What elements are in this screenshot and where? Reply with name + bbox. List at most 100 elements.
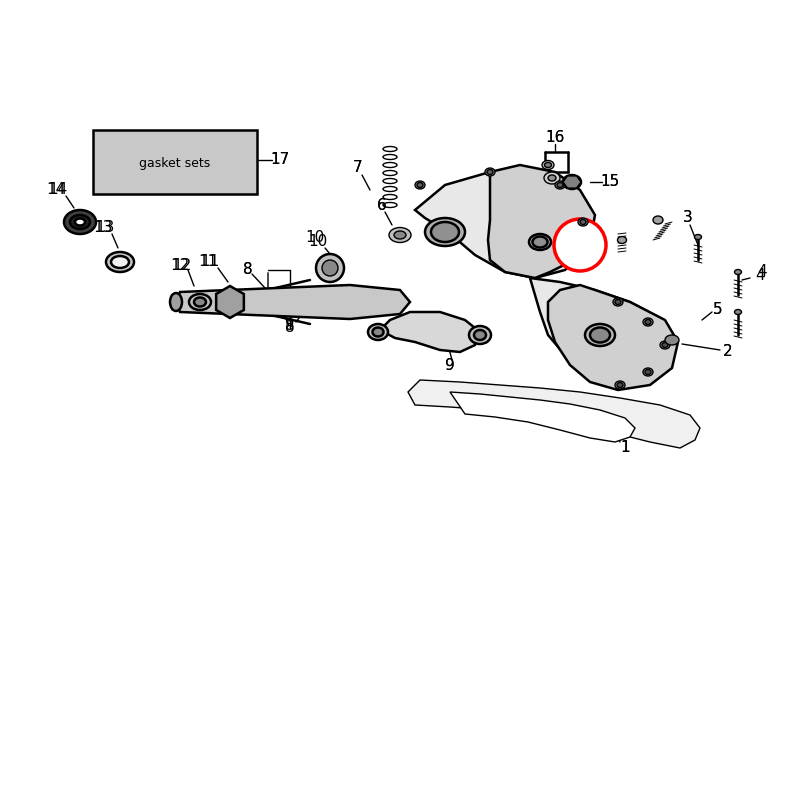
- Text: 6: 6: [377, 198, 387, 214]
- Text: 13: 13: [94, 221, 113, 235]
- Text: 18: 18: [569, 236, 591, 254]
- Ellipse shape: [660, 341, 670, 349]
- Text: 17: 17: [270, 153, 290, 167]
- Ellipse shape: [70, 215, 90, 229]
- Ellipse shape: [615, 381, 625, 389]
- Ellipse shape: [373, 327, 383, 337]
- Ellipse shape: [694, 234, 702, 239]
- Ellipse shape: [368, 324, 388, 340]
- Polygon shape: [380, 312, 480, 352]
- Ellipse shape: [111, 256, 129, 268]
- Text: 9: 9: [445, 358, 455, 373]
- Ellipse shape: [665, 335, 679, 345]
- Ellipse shape: [170, 293, 182, 311]
- Text: 8: 8: [285, 318, 295, 333]
- Ellipse shape: [617, 382, 623, 387]
- Polygon shape: [488, 165, 595, 278]
- Ellipse shape: [545, 162, 551, 167]
- Ellipse shape: [585, 324, 615, 346]
- Ellipse shape: [544, 172, 560, 184]
- Text: gasket sets: gasket sets: [139, 158, 210, 170]
- Ellipse shape: [64, 210, 96, 234]
- Ellipse shape: [563, 175, 581, 189]
- Text: 2: 2: [723, 345, 733, 359]
- Text: 7: 7: [353, 161, 363, 175]
- Ellipse shape: [474, 330, 486, 340]
- Polygon shape: [415, 172, 590, 278]
- Circle shape: [554, 219, 606, 271]
- Text: 15: 15: [600, 174, 620, 190]
- Ellipse shape: [425, 218, 465, 246]
- Text: 10: 10: [306, 230, 325, 246]
- Ellipse shape: [106, 252, 134, 272]
- Circle shape: [316, 254, 344, 282]
- Polygon shape: [450, 392, 635, 442]
- Polygon shape: [563, 176, 581, 188]
- Text: 12: 12: [172, 258, 192, 273]
- Text: 13: 13: [95, 221, 114, 235]
- Text: 3: 3: [683, 210, 693, 226]
- Ellipse shape: [485, 168, 495, 176]
- Text: 1: 1: [620, 441, 630, 455]
- Text: 7: 7: [353, 161, 363, 175]
- Text: 8: 8: [243, 262, 253, 278]
- Ellipse shape: [734, 270, 742, 274]
- Text: 10: 10: [308, 234, 328, 250]
- Ellipse shape: [431, 222, 459, 242]
- Text: 11: 11: [198, 254, 218, 270]
- Ellipse shape: [580, 219, 586, 225]
- Ellipse shape: [590, 327, 610, 342]
- Polygon shape: [216, 286, 244, 318]
- Ellipse shape: [194, 298, 206, 306]
- Ellipse shape: [613, 298, 623, 306]
- Text: 12: 12: [170, 258, 190, 273]
- Ellipse shape: [487, 170, 493, 174]
- Ellipse shape: [643, 368, 653, 376]
- Ellipse shape: [75, 218, 85, 226]
- Ellipse shape: [653, 216, 663, 224]
- Ellipse shape: [578, 218, 588, 226]
- Text: 9: 9: [445, 358, 455, 373]
- Ellipse shape: [645, 370, 651, 374]
- Ellipse shape: [734, 310, 742, 314]
- Text: 4: 4: [757, 265, 767, 279]
- Text: 14: 14: [46, 182, 66, 198]
- Text: 3: 3: [683, 210, 693, 226]
- Text: 2: 2: [723, 345, 733, 359]
- Ellipse shape: [417, 182, 423, 187]
- Text: 15: 15: [600, 174, 620, 190]
- Text: 16: 16: [546, 130, 565, 146]
- Text: 6: 6: [377, 198, 387, 214]
- Text: 5: 5: [713, 302, 723, 318]
- Ellipse shape: [618, 237, 626, 243]
- Ellipse shape: [394, 231, 406, 239]
- Ellipse shape: [415, 181, 425, 189]
- Circle shape: [322, 260, 338, 276]
- Text: 17: 17: [270, 153, 290, 167]
- Text: 8: 8: [243, 262, 253, 278]
- Ellipse shape: [567, 178, 577, 186]
- Ellipse shape: [557, 182, 563, 187]
- Polygon shape: [530, 278, 675, 380]
- Ellipse shape: [643, 318, 653, 326]
- Text: 4: 4: [755, 267, 765, 282]
- Ellipse shape: [529, 234, 551, 250]
- Polygon shape: [548, 285, 678, 390]
- Ellipse shape: [555, 181, 565, 189]
- Text: 8: 8: [285, 321, 295, 335]
- Text: 5: 5: [713, 302, 723, 318]
- Text: 16: 16: [546, 130, 565, 146]
- Ellipse shape: [389, 227, 411, 242]
- Ellipse shape: [615, 299, 621, 305]
- Ellipse shape: [662, 342, 668, 347]
- Ellipse shape: [645, 319, 651, 325]
- Polygon shape: [408, 380, 700, 448]
- Text: 1: 1: [620, 441, 630, 455]
- Ellipse shape: [533, 237, 547, 247]
- Ellipse shape: [548, 175, 556, 181]
- FancyBboxPatch shape: [93, 130, 257, 194]
- Ellipse shape: [542, 161, 554, 170]
- Ellipse shape: [469, 326, 491, 344]
- Text: 14: 14: [48, 182, 68, 198]
- Ellipse shape: [189, 294, 211, 310]
